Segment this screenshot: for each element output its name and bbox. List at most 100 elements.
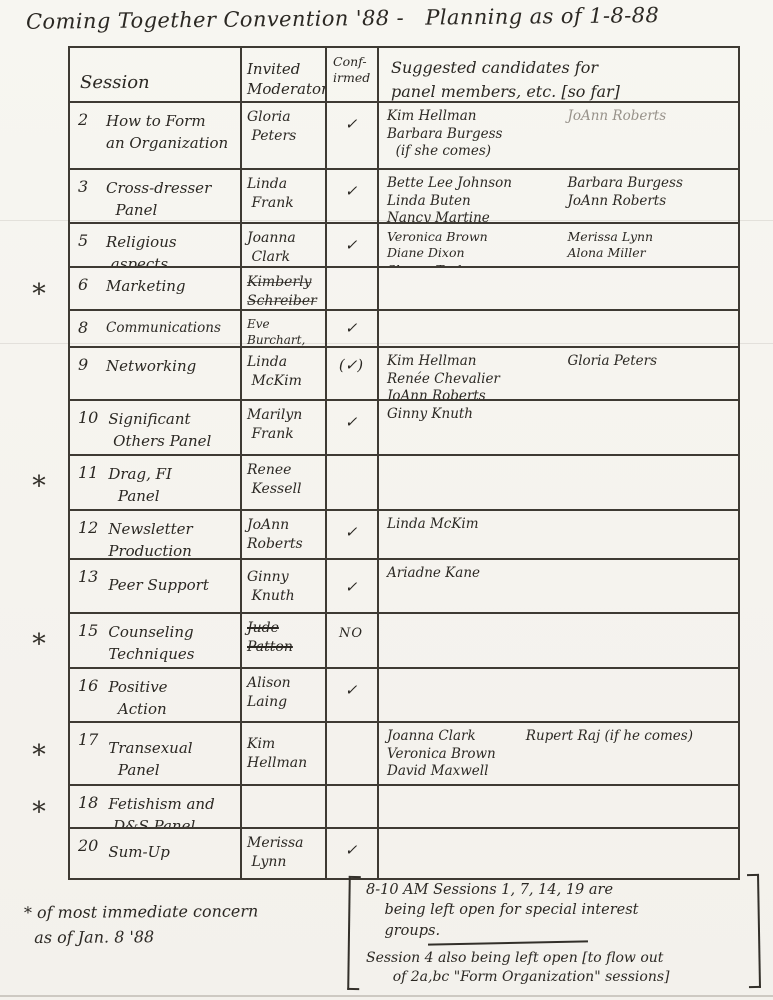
candidates-cell: Ariadne Kane <box>379 560 738 612</box>
session-number: 9 <box>78 355 89 374</box>
candidates-right: Barbara Burgess JoAnn Roberts <box>567 175 683 209</box>
paper-crease <box>0 220 773 221</box>
table-row-session-20: 20 Sum-Up Merissa Lynn ✓ <box>70 829 738 878</box>
confirmed-cell: ✓ <box>327 224 379 266</box>
margin-asterisk: * <box>32 740 46 772</box>
candidates-cell <box>379 614 738 667</box>
table-row-session-5: 5 Religious aspects Joanna Clark ✓ Veroni… <box>70 224 738 268</box>
session-label: Counseling Techniques <box>108 623 195 663</box>
moderator-cell: Marilyn Frank <box>242 401 327 454</box>
session-label: How to Form an Organization <box>106 112 229 152</box>
table-row-session-10: 10 Significant Others Panel Marilyn Frank… <box>70 401 738 456</box>
session-number: 15 <box>78 621 99 640</box>
session-cell: 10 Significant Others Panel <box>70 401 242 454</box>
confirmed-cell: ✓ <box>327 170 379 222</box>
moderator-cell: Ginny Knuth <box>242 560 327 612</box>
session-cell: 9 Networking <box>70 348 242 399</box>
table-row-session-17: * 17 Transexual Panel Kim Hellman Joanna … <box>32 723 738 786</box>
footnote-immediate-concern: * of most immediate concern as of Jan. 8… <box>23 901 259 947</box>
session-cell: 8 Communications <box>70 311 242 346</box>
session-number: 17 <box>78 730 99 749</box>
header-session: Session <box>70 48 242 101</box>
page-title: Coming Together Convention '88 - Plannin… <box>25 3 660 34</box>
table-row-session-12: 12 Newsletter Production JoAnn Roberts ✓ … <box>70 511 738 560</box>
candidates-cell: Bette Lee Johnson Linda Buten Nancy Mart… <box>379 170 738 222</box>
session-cell: 17 Transexual Panel <box>70 723 242 784</box>
note-session-4: Session 4 also being left open [to flow … <box>366 949 670 986</box>
header-confirmed: Conf- irmed <box>327 48 379 101</box>
header-invited-moderator: Invited Moderator <box>242 48 327 101</box>
scan-edge-line <box>0 995 773 997</box>
session-label: Fetishism and D&S Panel <box>108 795 215 827</box>
table-header-row: Session Invited Moderator Conf- irmed Su… <box>70 48 738 103</box>
candidates-right: Rupert Raj (if he comes) <box>525 728 693 744</box>
candidates-right <box>567 406 734 452</box>
moderator-cell <box>242 786 327 827</box>
candidates-left <box>387 461 567 507</box>
table-row-session-15: * 15 Counseling Techniques Jude Patton NO <box>32 614 738 669</box>
planning-table: Session Invited Moderator Conf- irmed Su… <box>32 46 740 880</box>
session-number: 6 <box>78 275 89 294</box>
session-label: Positive Action <box>108 678 168 718</box>
session-label: Cross-dresser Panel <box>106 179 212 219</box>
session-label: Significant Others Panel <box>108 410 212 450</box>
candidates-left <box>387 834 567 876</box>
session-cell: 15 Counseling Techniques <box>70 614 242 667</box>
confirmed-cell <box>327 723 379 784</box>
confirmed-cell: ✓ <box>327 511 379 558</box>
candidates-right <box>567 273 734 307</box>
session-label: Communications <box>106 320 221 336</box>
candidates-right <box>567 791 734 825</box>
moderator-cell: Linda McKim <box>242 348 327 399</box>
session-cell: 11 Drag, FI Panel <box>70 456 242 509</box>
candidates-cell <box>379 311 738 346</box>
candidates-cell <box>379 829 738 878</box>
candidates-right: Merissa Lynn Alona Miller <box>567 229 654 261</box>
confirmed-cell <box>327 456 379 509</box>
session-number: 3 <box>78 177 89 196</box>
candidates-left: Linda McKim <box>387 516 479 532</box>
table-row-session-8: 8 Communications Eve Burchart, Naomi Owen… <box>70 311 738 348</box>
candidates-left <box>387 273 567 307</box>
confirmed-cell: ✓ <box>327 103 379 168</box>
candidates-right <box>567 674 734 719</box>
session-label: Sum-Up <box>108 843 170 861</box>
paper-crease <box>0 343 773 344</box>
table-row-session-13: 13 Peer Support Ginny Knuth ✓ Ariadne Kan… <box>70 560 738 614</box>
note-sessions-left-open: 8-10 AM Sessions 1, 7, 14, 19 are being … <box>366 882 639 939</box>
table-row-session-9: 9 Networking Linda McKim (✓) Kim Hellman … <box>70 348 738 401</box>
session-label: Peer Support <box>108 576 209 594</box>
session-label: Drag, FI Panel <box>108 465 172 505</box>
table-row-session-16: 16 Positive Action Alison Laing ✓ <box>70 669 738 723</box>
candidates-right <box>567 834 734 876</box>
moderator-cell: Kimberly Schreiber <box>242 268 327 309</box>
session-label: Newsletter Production <box>108 520 193 558</box>
session-cell: 16 Positive Action <box>70 669 242 721</box>
header-suggested-candidates: Suggested candidates for panel members, … <box>391 58 620 101</box>
moderator-cell: Gloria Peters <box>242 103 327 168</box>
margin-asterisk: * <box>32 797 46 829</box>
confirmed-cell: ✓ <box>327 311 379 346</box>
margin-asterisk: * <box>32 628 46 660</box>
candidates-left: Kim Hellman Renée Chevalier JoAnn Robert… <box>387 353 500 399</box>
candidates-left: Veronica Brown Diane Dixon Sharay Taylor <box>387 229 488 266</box>
confirmed-cell <box>327 786 379 827</box>
confirmed-cell: ✓ <box>327 560 379 612</box>
session-number: 16 <box>78 676 99 695</box>
confirmed-cell: NO <box>327 614 379 667</box>
session-label: Religious aspects <box>106 233 177 266</box>
session-number: 10 <box>78 408 99 427</box>
moderator-cell: JoAnn Roberts <box>242 511 327 558</box>
moderator-cell: Kim Hellman <box>242 723 327 784</box>
session-number: 18 <box>78 793 99 812</box>
candidates-cell: Joanna Clark Veronica Brown David Maxwel… <box>379 723 738 784</box>
session-cell: 3 Cross-dresser Panel <box>70 170 242 222</box>
session-cell: 2 How to Form an Organization <box>70 103 242 168</box>
confirmed-cell: ✓ <box>327 401 379 454</box>
session-cell: 12 Newsletter Production <box>70 511 242 558</box>
candidates-left: Bette Lee Johnson Linda Buten Nancy Mart… <box>387 175 512 222</box>
candidates-cell: Veronica Brown Diane Dixon Sharay Taylor… <box>379 224 738 266</box>
session-number: 13 <box>78 567 99 586</box>
moderator-cell: Renee Kessell <box>242 456 327 509</box>
